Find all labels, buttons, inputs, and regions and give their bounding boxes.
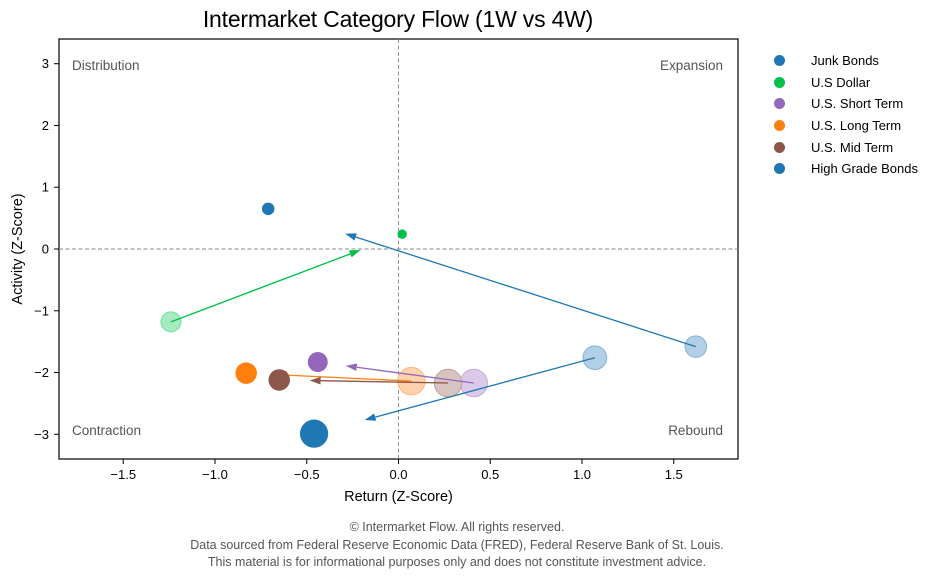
y-tick-label: −3: [34, 427, 49, 442]
y-tick-label: −1: [34, 303, 49, 318]
x-tick-label: 0.0: [389, 467, 407, 482]
y-axis-label: Activity (Z-Score): [10, 193, 26, 304]
quadrant-label-contraction: Contraction: [72, 423, 141, 438]
x-tick-label: −0.5: [294, 467, 320, 482]
flow-arrow-head: [309, 376, 321, 385]
flow-arrow: [375, 357, 596, 418]
flow-arrow-head: [345, 233, 357, 241]
flow-arrow: [170, 253, 351, 323]
legend-label: U.S. Short Term: [811, 96, 904, 112]
y-tick-label: −2: [34, 365, 49, 380]
x-axis-label: Return (Z-Score): [344, 489, 453, 505]
legend-item: U.S. Short Term: [770, 93, 918, 115]
x-tick-label: 0.5: [481, 467, 499, 482]
quadrant-label-expansion: Expansion: [660, 58, 723, 73]
legend-label: U.S Dollar: [811, 74, 871, 90]
flow-arrow: [286, 374, 412, 382]
footer-source: Data sourced from Federal Reserve Econom…: [190, 538, 724, 552]
x-tick-label: −1.5: [110, 467, 136, 482]
y-tick-label: 2: [42, 118, 49, 133]
point-1w: [235, 362, 257, 384]
x-tick-label: −1.0: [202, 467, 228, 482]
flow-arrow-head: [345, 363, 358, 371]
legend: Junk Bonds U.S Dollar U.S. Short Term U.S. …: [770, 50, 918, 180]
flow-arrow-head: [348, 250, 361, 258]
point-1w: [307, 352, 328, 373]
legend-item: U.S. Mid Term: [770, 136, 918, 158]
flow-arrow: [320, 380, 449, 384]
legend-marker: [774, 55, 785, 67]
legend-marker: [774, 163, 785, 175]
y-tick-label: 0: [42, 242, 49, 257]
y-tick-label: 3: [42, 56, 49, 71]
legend-item: U.S Dollar: [770, 72, 918, 94]
y-tick-label: 1: [42, 180, 49, 195]
point-1w: [261, 202, 275, 216]
legend-label: High Grade Bonds: [811, 161, 918, 177]
legend-marker: [774, 120, 785, 132]
x-tick-label: 1.0: [573, 467, 591, 482]
x-tick-label: 1.5: [665, 467, 683, 482]
footer-copyright: © Intermarket Flow. All rights reserved.: [349, 520, 565, 534]
footer-disclaimer: This material is for informational purpo…: [207, 555, 707, 569]
legend-marker: [774, 98, 785, 110]
legend-marker: [774, 76, 785, 88]
legend-item: Junk Bonds: [770, 50, 918, 72]
flow-arrow: [355, 236, 696, 348]
legend-label: Junk Bonds: [811, 53, 879, 69]
legend-label: U.S. Mid Term: [811, 139, 894, 155]
point-1w: [299, 419, 329, 448]
legend-item: High Grade Bonds: [770, 158, 918, 180]
legend-marker: [774, 141, 785, 153]
legend-label: U.S. Long Term: [811, 118, 902, 134]
legend-item: U.S. Long Term: [770, 115, 918, 137]
flow-arrow-head: [364, 413, 377, 421]
point-1w: [397, 229, 407, 239]
quadrant-label-rebound: Rebound: [668, 423, 723, 438]
chart-title: Intermarket Category Flow (1W vs 4W): [202, 6, 594, 32]
point-1w: [268, 369, 290, 391]
flow-arrow: [356, 366, 474, 384]
quadrant-label-distribution: Distribution: [72, 58, 140, 73]
